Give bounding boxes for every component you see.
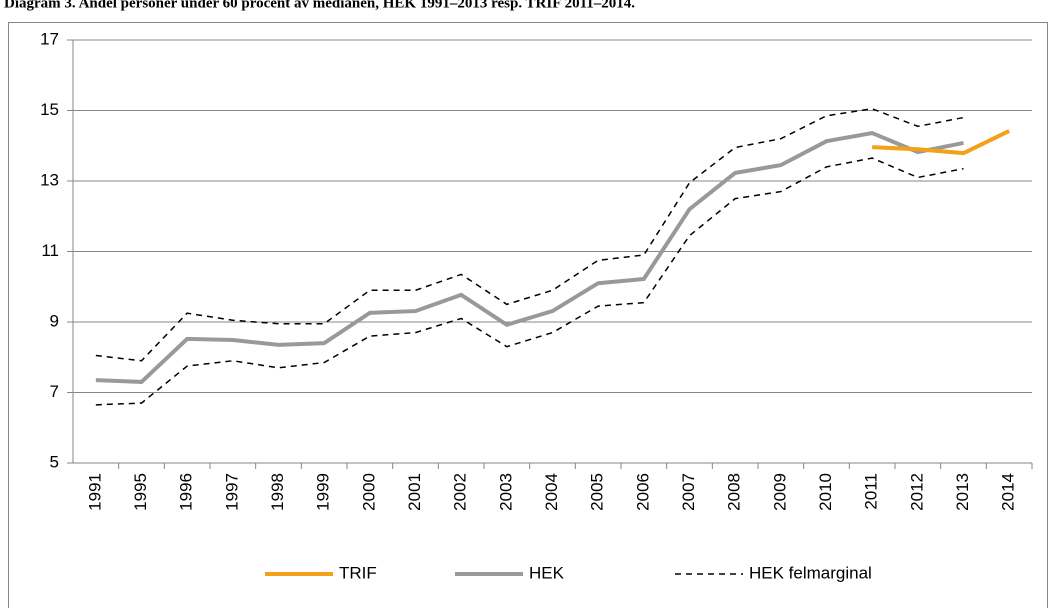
y-tick-label: 7 — [50, 382, 59, 401]
chart-border — [8, 22, 1048, 608]
x-tick-label: 2002 — [451, 473, 470, 511]
series-line — [95, 130, 964, 384]
x-tick-label: 1996 — [177, 473, 196, 511]
x-tick-label: 1991 — [85, 473, 104, 511]
y-tick-label: 17 — [40, 29, 59, 48]
x-tick-label: 1998 — [268, 473, 287, 511]
x-tick-label: 2011 — [862, 473, 881, 510]
x-tick-label: 2006 — [633, 473, 652, 511]
legend-label: HEK felmarginal — [749, 563, 872, 582]
x-tick-label: 2004 — [542, 473, 561, 511]
y-tick-label: 5 — [50, 452, 59, 471]
x-tick-label: 2010 — [816, 473, 835, 511]
y-tick-label: 13 — [40, 170, 59, 189]
x-tick-label: 2007 — [679, 473, 698, 511]
x-tick-label: 1995 — [131, 473, 150, 511]
x-tick-label: 1997 — [222, 473, 241, 511]
legend-label: HEK — [529, 563, 565, 582]
series-line — [95, 107, 964, 362]
legend-label: TRIF — [339, 563, 377, 582]
x-tick-label: 2000 — [359, 473, 378, 511]
series-line — [95, 157, 964, 406]
x-tick-label: 2012 — [907, 473, 926, 511]
x-tick-label: 2003 — [496, 473, 515, 511]
x-tick-label: 2014 — [999, 473, 1018, 511]
x-tick-label: 1999 — [314, 473, 333, 511]
x-tick-label: 2005 — [588, 473, 607, 511]
y-tick-label: 9 — [50, 311, 59, 330]
y-tick-label: 15 — [40, 100, 59, 119]
x-tick-label: 2008 — [725, 473, 744, 511]
chart-title: Diagram 3. Andel personer under 60 proce… — [4, 0, 635, 11]
x-tick-label: 2009 — [770, 473, 789, 511]
x-tick-label: 2001 — [405, 473, 424, 511]
y-tick-label: 11 — [41, 241, 59, 260]
series-line — [872, 129, 1011, 156]
x-tick-label: 2013 — [953, 473, 972, 511]
